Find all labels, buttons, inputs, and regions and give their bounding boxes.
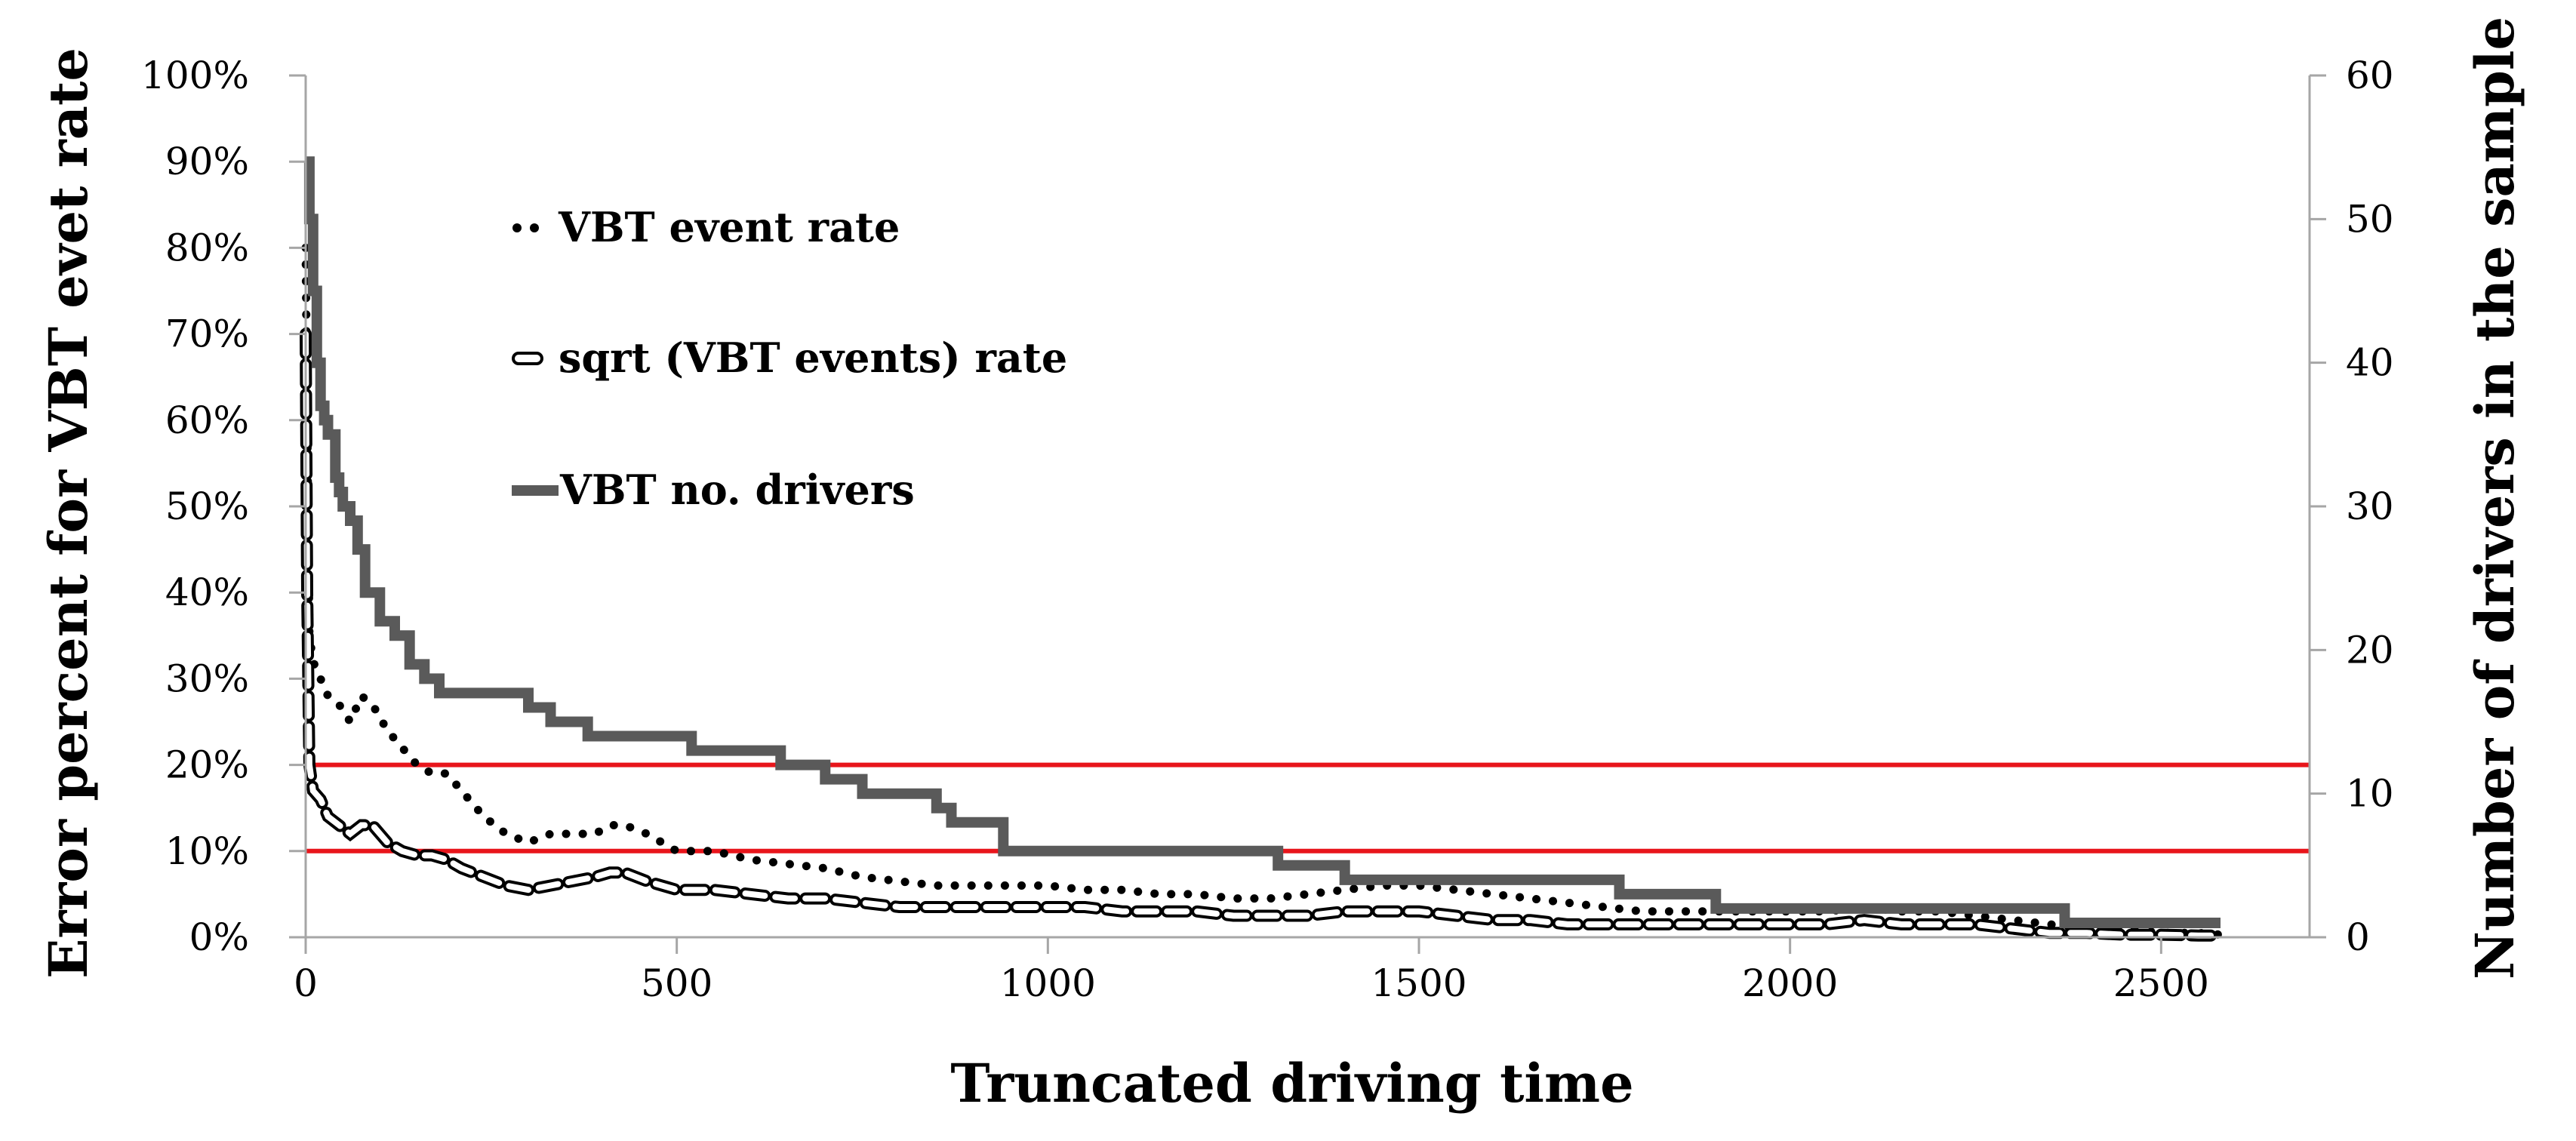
left-axis-title: Error percent for VBT evet rate — [37, 48, 100, 979]
x-axis-tick-label: 500 — [641, 961, 712, 1005]
right-axis-tick-label: 10 — [2346, 772, 2394, 816]
right-axis-tick-label: 0 — [2346, 915, 2370, 959]
legend-dot-marker — [512, 223, 522, 232]
legend-item-dotted: VBT event rate — [512, 203, 900, 251]
left-axis-tick-label: 60% — [165, 398, 249, 442]
legend-item-solid: VBT no. drivers — [512, 466, 915, 514]
x-axis-tick-label: 1000 — [1000, 961, 1096, 1005]
right-axis-tick-label: 20 — [2346, 628, 2394, 672]
right-axis-tick-label: 40 — [2346, 341, 2394, 385]
right-axis-tick-label: 30 — [2346, 484, 2394, 528]
legend-label: VBT no. drivers — [559, 466, 915, 514]
right-axis-tick-label: 50 — [2346, 197, 2394, 241]
legend-item-dashed: sqrt (VBT events) rate — [512, 334, 1067, 382]
x-axis-tick-label: 2500 — [2113, 961, 2209, 1005]
left-axis-tick-label: 40% — [165, 570, 249, 614]
left-axis-tick-label: 20% — [165, 743, 249, 787]
legend-label: VBT event rate — [558, 203, 900, 251]
left-axis-tick-label: 100% — [141, 54, 249, 97]
left-axis-tick-label: 70% — [165, 312, 249, 356]
series-line-sqrt-events-rate-outline — [300, 328, 2227, 942]
axes-layer — [289, 74, 2326, 954]
x-axis-tick-label: 2000 — [1742, 961, 1838, 1005]
right-axis-tick-labels: 0 10 20 30 40 50 60 — [2346, 54, 2394, 959]
left-axis-tick-labels: 0% 10% 20% 30% 40% 50% 60% 70% 80% 90% 100% — [141, 54, 249, 959]
left-axis-tick-label: 50% — [165, 484, 249, 528]
legend-dash-marker — [512, 352, 543, 365]
legend-label: sqrt (VBT events) rate — [559, 334, 1067, 382]
right-axis-title: Number of drivers in the sample — [2464, 17, 2526, 980]
left-axis-tick-label: 10% — [165, 829, 249, 873]
x-axis-title: Truncated driving time — [950, 1052, 1633, 1115]
series-line-vbt-no-drivers — [303, 156, 2221, 928]
reference-lines — [306, 762, 2310, 853]
left-axis-tick-label: 0% — [189, 915, 249, 959]
left-axis-tick-label: 80% — [165, 226, 249, 269]
series-layer — [300, 156, 2227, 942]
left-axis-tick-label: 30% — [165, 657, 249, 700]
legend-dot-marker — [530, 223, 539, 232]
x-axis-tick-label: 0 — [294, 961, 318, 1005]
series-line-sqrt-events-rate — [303, 331, 2224, 939]
legend: VBT event rate sqrt (VBT events) rate VB… — [512, 203, 1067, 514]
x-axis-tick-label: 1500 — [1371, 961, 1467, 1005]
right-axis-tick-label: 60 — [2346, 54, 2394, 97]
x-axis-tick-labels: 0 500 1000 1500 2000 2500 — [294, 961, 2209, 1005]
left-axis-tick-label: 90% — [165, 140, 249, 183]
